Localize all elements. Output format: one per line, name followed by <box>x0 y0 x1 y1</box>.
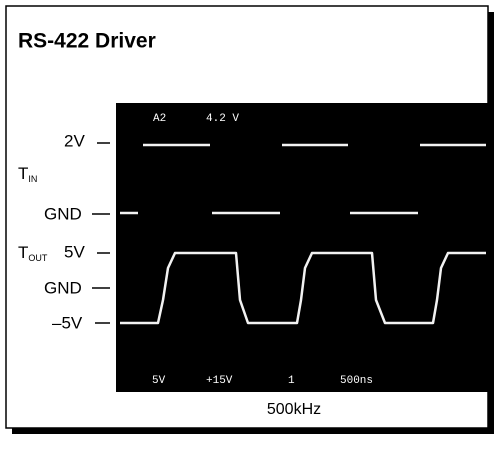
label: –5V <box>52 313 83 332</box>
title: RS-422 Driver <box>18 30 156 53</box>
output-waveform <box>120 251 486 325</box>
scope-text: +15V <box>206 375 233 387</box>
label: OUT <box>28 253 48 263</box>
input-waveform <box>120 143 486 215</box>
label: 2V <box>64 131 85 150</box>
scope-text: 5V <box>152 375 166 387</box>
label: T <box>18 164 28 183</box>
scope-text: 4.2 V <box>206 113 239 125</box>
label: GND <box>44 278 82 297</box>
label: IN <box>28 174 37 184</box>
label: 5V <box>64 242 85 261</box>
caption: 500kHz <box>267 401 321 418</box>
scope-screen <box>116 103 488 392</box>
scope-text: 500ns <box>340 375 373 387</box>
scope-text: A2 <box>153 113 166 125</box>
label: TOUT <box>18 243 48 263</box>
label: TIN <box>18 164 37 184</box>
label: T <box>18 243 28 262</box>
scope-text: 1 <box>288 375 295 387</box>
label: GND <box>44 204 82 223</box>
